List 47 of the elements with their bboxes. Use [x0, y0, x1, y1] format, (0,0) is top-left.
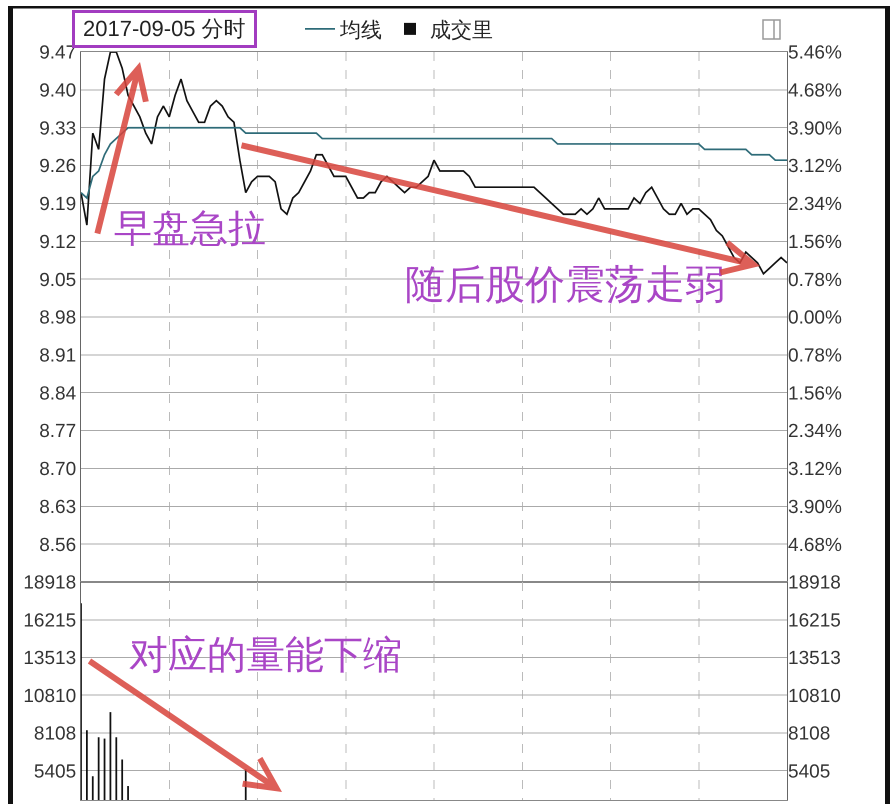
annotation: 随后股价震荡走弱: [405, 262, 725, 308]
y2-tick-label: 3.12%: [788, 459, 842, 480]
annotation: 对应的量能下缩: [129, 633, 402, 678]
y2-tick-label: 5.46%: [788, 42, 842, 64]
legend-label: 均线: [339, 19, 382, 42]
y-tick-label: 10810: [23, 686, 76, 707]
y2-tick-label: 8108: [788, 724, 830, 745]
y2-tick-label: 3.90%: [788, 496, 842, 518]
legend-label: 成交里: [430, 19, 493, 42]
y2-tick-label: 1.56%: [788, 383, 842, 404]
y-tick-label: 9.26: [39, 156, 76, 178]
line-series: [81, 126, 787, 199]
y2-tick-label: 16215: [788, 610, 841, 632]
y2-tick-label: 2.34%: [788, 421, 842, 442]
y-tick-label: 9.33: [39, 118, 76, 140]
y-tick-label: 16215: [23, 610, 76, 632]
y-tick-label: 5405: [34, 761, 76, 782]
y-tick-label: 8.91: [39, 346, 76, 367]
y2-tick-label: 4.68%: [788, 534, 842, 556]
y-tick-label: 8.84: [39, 383, 77, 404]
y2-tick-label: 0.78%: [788, 346, 842, 367]
y-tick-label: 9.12: [39, 232, 76, 253]
y-tick-label: 9.05: [39, 270, 76, 291]
y2-tick-label: 18918: [788, 572, 841, 594]
y2-tick-label: 13513: [788, 648, 841, 670]
y-tick-label: 9.19: [39, 194, 76, 216]
y-tick-label: 8.98: [39, 308, 76, 329]
chart-title: 2017-09-05 分时: [83, 16, 246, 41]
y2-tick-label: 10810: [788, 686, 841, 707]
y2-tick-label: 1.56%: [788, 232, 842, 253]
y-tick-label: 8.56: [39, 534, 76, 556]
y-tick-label: 8108: [34, 724, 76, 745]
y2-tick-label: 3.90%: [788, 118, 842, 140]
y2-tick-label: 4.68%: [788, 80, 842, 102]
y2-tick-label: 0.78%: [788, 270, 842, 291]
y-tick-label: 8.70: [39, 459, 76, 480]
y-tick-label: 8.77: [39, 421, 76, 442]
y2-tick-label: 2.34%: [788, 194, 842, 216]
y-tick-label: 13513: [23, 648, 76, 670]
y2-tick-label: 5405: [788, 761, 830, 782]
y-tick-label: 9.47: [39, 42, 76, 64]
y-tick-label: 8.63: [39, 496, 76, 518]
y-tick-label: 18918: [23, 572, 76, 594]
y2-tick-label: 0.00%: [788, 308, 842, 329]
annotation: 早盘急拉: [114, 206, 266, 250]
y-tick-label: 9.40: [39, 80, 76, 102]
y2-tick-label: 3.12%: [788, 156, 842, 178]
